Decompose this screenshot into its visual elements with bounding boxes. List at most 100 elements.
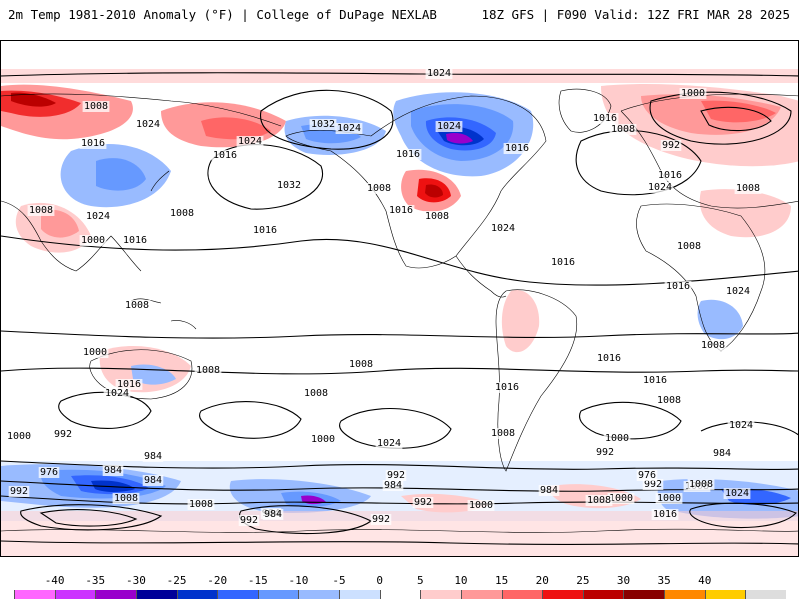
contour-label: 992 [414,497,432,508]
colorbar-tick-label: 5 [417,574,424,587]
contour-label: 1008 [196,365,220,376]
colorbar-segment [664,590,706,599]
contour-label: 1016 [643,375,667,386]
contour-label-bg [660,140,682,151]
contour-label: 976 [40,467,58,478]
contour-label-bg [687,479,715,490]
contour-label-bg [607,493,635,504]
contour-label-bg [142,475,164,486]
contour-label: 1016 [666,281,690,292]
header: 2m Temp 1981-2010 Anomaly (°F) | College… [0,0,800,30]
contour-label: 1024 [136,119,160,130]
contour-label-bg [375,438,403,449]
contour-label: 1024 [726,286,750,297]
colorbar-tick-label: -25 [166,574,187,587]
contour-label: 1016 [551,257,575,268]
contour-label-bg [435,121,463,132]
colorbar-tick-label: 35 [657,574,671,587]
contour-label: 1024 [238,136,262,147]
contour-label: 1024 [427,68,451,79]
contour-label: 992 [372,514,390,525]
contour-label-bg [394,149,422,160]
colorbar-segment [420,590,462,599]
contour-label-bg [664,281,692,292]
contour-label-bg [103,388,131,399]
colorbar-tick-label: -15 [247,574,268,587]
contour-label-bg [675,241,703,252]
colorbar-segment [582,590,624,599]
colorbar-segment [257,590,299,599]
contour-label-bg [656,170,684,181]
contour-label: 1000 [83,347,107,358]
contour-label-bg [309,434,337,445]
contour-label: 1032 [277,180,301,191]
contour-label-bg [102,465,124,476]
contour-label-bg [194,365,222,376]
contour-label-bg [79,138,107,149]
contour-label-bg [335,123,363,134]
contour-label-bg [425,68,453,79]
contour-label-bg [187,499,215,510]
colorbar-tick-label: -35 [85,574,106,587]
contour-label-bg [134,119,162,130]
contour-label-bg [52,429,74,440]
contour-label: 1016 [389,205,413,216]
contour-label-bg [642,479,664,490]
contour-label-bg [412,497,434,508]
colorbar-segment [339,590,381,599]
contour-label: 976 [638,470,656,481]
contour-label-bg [8,486,30,497]
run-info: 18Z GFS | F090 Valid: 12Z FRI MAR 28 202… [481,7,790,22]
contour-label: 1016 [396,149,420,160]
contour-label-bg [262,509,284,520]
contour-label: 1024 [86,211,110,222]
contour-label: 992 [10,486,28,497]
contour-label-bg [81,347,109,358]
contour-label: 1016 [117,379,141,390]
colorbar-segment [217,590,259,599]
contour-label-bg [636,470,658,481]
contour-label-bg [79,235,107,246]
contour-label: 1016 [653,509,677,520]
contour-label: 984 [144,475,162,486]
contour-label: 984 [104,465,122,476]
contour-label-bg [275,180,303,191]
contour-label-bg [603,433,631,444]
colorbar-segment [745,590,787,599]
contour-label: 1024 [725,488,749,499]
contour-label-bg [302,388,330,399]
colorbar-segment [379,590,421,599]
contour-label: 1008 [425,211,449,222]
map-panel[interactable]: 1024 1008 1024 1016 1016 1024 1032 1024 1032 1008… [0,40,799,557]
contour-label-bg [82,101,110,112]
contour-label-bg [370,514,392,525]
colorbar-tick-label: 20 [535,574,549,587]
contour-label-bg [489,428,517,439]
contour-label: 1016 [123,235,147,246]
contour-label: 1016 [213,150,237,161]
contour-label: 1000 [311,434,335,445]
colorbar-tick-label: 15 [494,574,509,587]
contour-label-bg [489,223,517,234]
colorbar-tick-label: 40 [698,574,712,587]
contour-label: 1016 [81,138,105,149]
contour-label-bg [503,143,531,154]
colorbar-tick-label: -20 [207,574,228,587]
contour-label: 1008 [677,241,701,252]
contour-label: 1008 [701,340,725,351]
contour-label-bg [723,488,751,499]
contour-label: 984 [264,509,282,520]
colorbar-tick-label: -10 [288,574,309,587]
contour-label-bg [493,382,521,393]
colorbar-segment [95,590,137,599]
contour-label: 1000 [657,493,681,504]
colorbar-segment [460,590,503,599]
contour-label-bg [651,509,679,520]
contour-label: 1024 [437,121,461,132]
contour-label-bg [168,208,196,219]
contour-label: 992 [240,515,258,526]
colorbar-tick-label: -40 [44,574,65,587]
contour-label-bg [142,451,164,462]
